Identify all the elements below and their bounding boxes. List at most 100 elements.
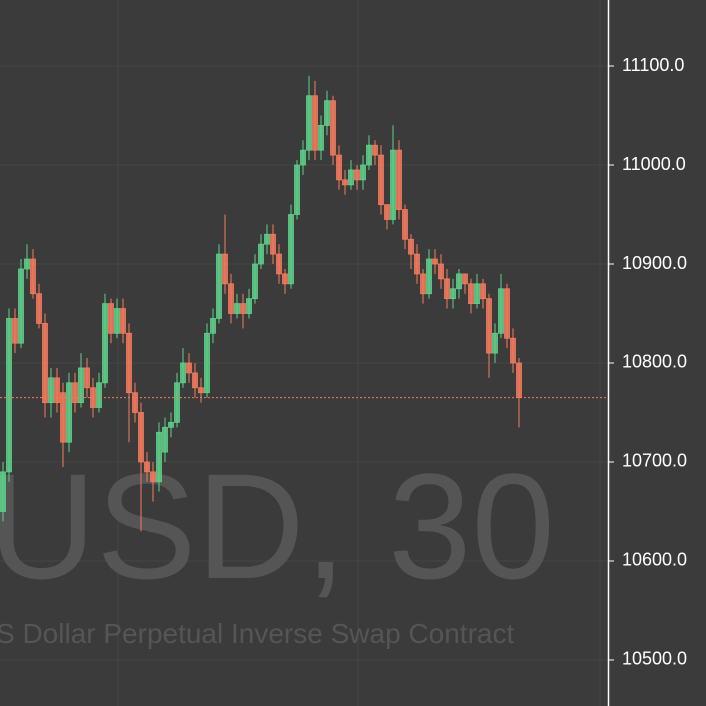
candle-body <box>216 253 222 319</box>
watermark-symbol: USD, 30 <box>0 442 555 610</box>
y-axis: 10500.0 10600.0 10700.0 10800.0 10900.0 11000… <box>608 55 687 669</box>
candle-body <box>66 382 72 443</box>
candle-body <box>462 273 468 285</box>
y-tick-label: 11000.0 <box>622 154 686 174</box>
candle-body <box>192 372 198 389</box>
candle-body <box>312 95 318 151</box>
candle-body <box>162 426 168 453</box>
y-tick-label: 10500.0 <box>622 649 687 669</box>
candles <box>0 75 608 532</box>
candle-body <box>84 367 90 389</box>
candle-body <box>180 362 186 384</box>
candle-body <box>276 253 282 275</box>
candle-body <box>222 253 228 285</box>
candle-body <box>186 362 192 374</box>
candle-body <box>270 233 276 255</box>
candle-body <box>390 149 396 220</box>
candle-body <box>174 382 180 423</box>
candle-body <box>78 367 84 403</box>
y-tick-label: 10700.0 <box>622 451 687 471</box>
y-tick-label: 11100.0 <box>622 55 684 75</box>
candle-body <box>54 377 60 403</box>
candle-body <box>252 263 258 300</box>
candle-body <box>498 288 504 334</box>
candle-body <box>414 253 420 275</box>
candle-body <box>324 100 330 126</box>
candle-body <box>96 382 102 408</box>
candle-body <box>144 461 150 473</box>
candle-body <box>516 362 522 399</box>
candle-body <box>456 273 462 290</box>
candle-body <box>492 332 498 354</box>
candle-body <box>6 318 12 473</box>
candle-body <box>246 298 252 314</box>
candle-body <box>72 382 78 403</box>
candle-body <box>468 283 474 305</box>
candle-body <box>306 95 312 151</box>
candle-body <box>384 204 390 220</box>
candle-body <box>426 258 432 295</box>
candle-body <box>48 377 54 403</box>
candle-body <box>342 179 348 186</box>
axis-background <box>608 0 706 706</box>
candle-body <box>474 283 480 305</box>
y-tick-label: 10800.0 <box>622 352 687 372</box>
candle-body <box>450 288 456 300</box>
candle-body <box>318 125 324 151</box>
grid <box>0 65 608 661</box>
candle-body <box>138 412 144 463</box>
candle-body <box>0 471 6 512</box>
candle-body <box>198 387 204 394</box>
candle-body <box>228 283 234 314</box>
candle-body <box>102 303 108 384</box>
candle-body <box>432 258 438 265</box>
candle-body <box>120 308 126 334</box>
candle-body <box>408 238 414 255</box>
candle-body <box>18 268 24 344</box>
candle-body <box>150 471 156 483</box>
candle-body <box>480 283 486 300</box>
candle-body <box>156 431 162 483</box>
candle-body <box>444 278 450 300</box>
candle-body <box>60 392 66 443</box>
candle-body <box>396 149 402 210</box>
candle-body <box>294 164 300 215</box>
candle-body <box>360 164 366 181</box>
candle-body <box>126 332 132 394</box>
candle-body <box>354 169 360 181</box>
candle-body <box>264 233 270 245</box>
y-tick-label: 10900.0 <box>622 253 687 273</box>
candle-body <box>258 243 264 265</box>
candle-body <box>372 144 378 156</box>
candle-body <box>24 258 30 270</box>
candle-body <box>108 303 114 334</box>
candle-body <box>234 303 240 314</box>
candle-body <box>402 209 408 240</box>
candle-body <box>330 100 336 156</box>
candle-body <box>378 154 384 206</box>
candle-body <box>114 308 120 334</box>
candle-body <box>282 273 288 285</box>
candle-body <box>132 392 138 413</box>
candle-body <box>288 214 294 285</box>
candle-body <box>366 144 372 166</box>
candle-body <box>210 318 216 334</box>
candle-body <box>486 298 492 354</box>
candle-body <box>12 318 18 344</box>
candle-body <box>510 337 516 364</box>
candle-body <box>504 288 510 339</box>
candle-body <box>420 273 426 295</box>
candle-body <box>36 293 42 324</box>
candle-body <box>240 303 246 314</box>
candle-body <box>30 258 36 295</box>
candle-body <box>300 149 306 166</box>
candle-body <box>336 154 342 181</box>
candle-body <box>168 421 174 428</box>
candle-body <box>42 323 48 403</box>
candle-body <box>204 332 210 394</box>
watermark-description: S Dollar Perpetual Inverse Swap Contract <box>0 618 514 649</box>
y-tick-label: 10600.0 <box>622 550 687 570</box>
candle-body <box>348 169 354 186</box>
